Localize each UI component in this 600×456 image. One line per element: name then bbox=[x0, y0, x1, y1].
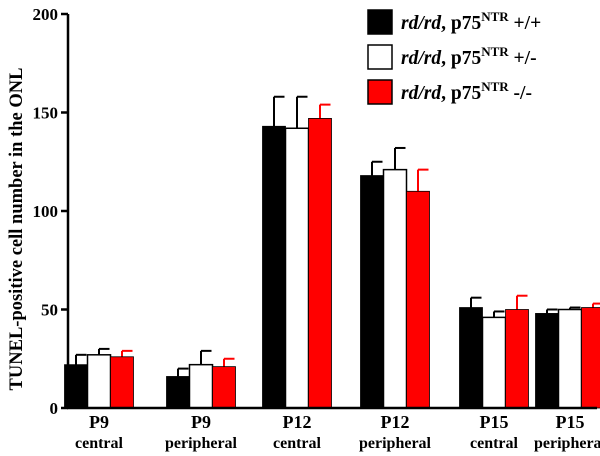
bar bbox=[557, 308, 583, 409]
y-tick-label: 0 bbox=[50, 399, 59, 418]
x-tick-label: P15 bbox=[480, 412, 509, 432]
bar bbox=[406, 190, 430, 409]
x-tick-sublabel: central bbox=[273, 435, 322, 452]
x-tick-label: P9 bbox=[191, 412, 211, 432]
x-ticks-group: P9 central P9 peripheral P12 central P12 periph… bbox=[75, 412, 600, 452]
legend-label: rd/rd, p75NTR +/+ bbox=[401, 9, 541, 34]
bar bbox=[262, 125, 286, 409]
bar bbox=[308, 118, 332, 409]
y-tick-label: 100 bbox=[33, 202, 59, 221]
bar bbox=[505, 309, 529, 409]
bar bbox=[360, 175, 384, 409]
legend-swatch bbox=[367, 9, 393, 35]
legend: rd/rd, p75NTR +/+ rd/rd, p75NTR +/- rd/rd,… bbox=[367, 9, 541, 105]
bar bbox=[581, 307, 600, 409]
legend-swatch bbox=[367, 44, 393, 70]
bar bbox=[284, 127, 310, 409]
bar bbox=[212, 366, 236, 409]
bar bbox=[188, 363, 214, 409]
bars-group bbox=[64, 95, 600, 409]
y-tick-label: 200 bbox=[33, 5, 59, 24]
x-tick-sublabel: peripheral bbox=[534, 435, 600, 452]
y-axis-label: TUNEL-positive cell number in the ONL bbox=[7, 68, 27, 391]
x-tick-sublabel: central bbox=[75, 435, 124, 452]
x-tick-label: P15 bbox=[556, 412, 585, 432]
y-tick-label: 50 bbox=[41, 301, 58, 320]
legend-label: rd/rd, p75NTR -/- bbox=[401, 79, 532, 104]
x-tick-sublabel: peripheral bbox=[165, 435, 238, 452]
y-ticks-group: 0 50 100 150 200 bbox=[33, 5, 68, 418]
bar bbox=[166, 376, 190, 409]
bar bbox=[110, 356, 134, 409]
x-tick-label: P9 bbox=[89, 412, 109, 432]
x-tick-label: P12 bbox=[283, 412, 312, 432]
bar bbox=[535, 313, 559, 409]
x-tick-label: P12 bbox=[381, 412, 410, 432]
legend-label: rd/rd, p75NTR +/- bbox=[401, 44, 537, 69]
legend-swatch bbox=[367, 79, 393, 105]
y-tick-label: 150 bbox=[33, 104, 59, 123]
bar bbox=[86, 354, 112, 409]
bar bbox=[481, 316, 507, 409]
x-tick-sublabel: central bbox=[470, 435, 519, 452]
x-tick-sublabel: peripheral bbox=[359, 435, 432, 452]
bar bbox=[459, 307, 483, 409]
bar bbox=[382, 168, 408, 409]
